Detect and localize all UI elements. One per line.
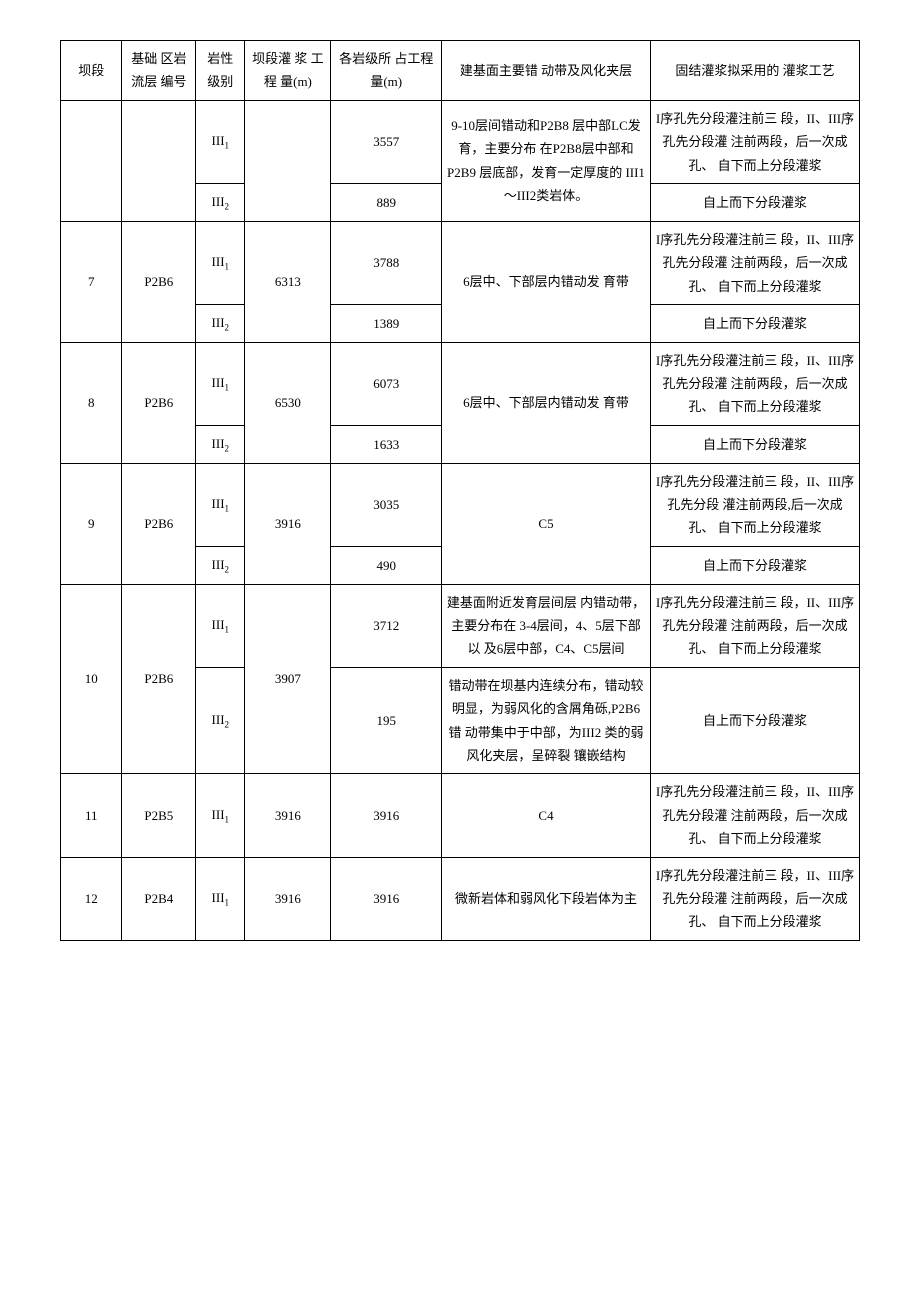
desc-cell: 建基面附近发育层间层 内错动带，主要分布在 3-4层间，4、5层下部以 及6层中… [442, 584, 651, 667]
grade-cell: III2 [196, 304, 245, 342]
total-cell: 3916 [245, 463, 331, 584]
desc-cell: C4 [442, 774, 651, 857]
header-qty: 各岩级所 占工程量(m) [331, 41, 442, 101]
grade-cell: III1 [196, 342, 245, 425]
grade-cell: III2 [196, 667, 245, 774]
segment-cell: 11 [61, 774, 122, 857]
qty-cell: 3712 [331, 584, 442, 667]
proc-cell: 自上而下分段灌浆 [650, 667, 859, 774]
total-cell: 3907 [245, 584, 331, 774]
table-row: 8 P2B6 III1 6530 6073 6层中、下部层内错动发 育带 I序孔… [61, 342, 860, 425]
qty-cell: 889 [331, 183, 442, 221]
segment-cell: 9 [61, 463, 122, 584]
qty-cell: 3916 [331, 857, 442, 940]
proc-cell: 自上而下分段灌浆 [650, 425, 859, 463]
header-proc: 固结灌浆拟采用的 灌浆工艺 [650, 41, 859, 101]
segment-cell: 10 [61, 584, 122, 774]
desc-cell: 6层中、下部层内错动发 育带 [442, 221, 651, 342]
total-cell: 6313 [245, 221, 331, 342]
qty-cell: 1389 [331, 304, 442, 342]
segment-cell: 8 [61, 342, 122, 463]
header-total: 坝段灌 浆 工程 量(m) [245, 41, 331, 101]
proc-cell: I序孔先分段灌注前三 段，II、III序孔先分段灌 注前两段，后一次成孔、 自下… [650, 857, 859, 940]
layer-cell: P2B6 [122, 584, 196, 774]
header-desc: 建基面主要错 动带及风化夹层 [442, 41, 651, 101]
geology-table: 坝段 基础 区岩 流层 编号 岩性 级别 坝段灌 浆 工程 量(m) 各岩级所 … [60, 40, 860, 941]
grade-cell: III1 [196, 100, 245, 183]
table-row: 10 P2B6 III1 3907 3712 建基面附近发育层间层 内错动带，主… [61, 584, 860, 667]
desc-cell: 9-10层间错动和P2B8 层中部LC发育，主要分布 在P2B8层中部和P2B9… [442, 100, 651, 221]
desc-cell: 错动带在坝基内连续分布，错动较明显，为弱风化的含屑角砾,P2B6错 动带集中于中… [442, 667, 651, 774]
desc-cell: 6层中、下部层内错动发 育带 [442, 342, 651, 463]
grade-cell: III1 [196, 774, 245, 857]
qty-cell: 1633 [331, 425, 442, 463]
qty-cell: 3557 [331, 100, 442, 183]
grade-cell: III1 [196, 857, 245, 940]
grade-cell: III1 [196, 221, 245, 304]
table-row: 12 P2B4 III1 3916 3916 微新岩体和弱风化下段岩体为主 I序… [61, 857, 860, 940]
grade-cell: III1 [196, 463, 245, 546]
grade-cell: III1 [196, 584, 245, 667]
segment-cell: 7 [61, 221, 122, 342]
total-cell: 6530 [245, 342, 331, 463]
header-segment: 坝段 [61, 41, 122, 101]
desc-cell: C5 [442, 463, 651, 584]
proc-cell: 自上而下分段灌浆 [650, 546, 859, 584]
table-row: III1 3557 9-10层间错动和P2B8 层中部LC发育，主要分布 在P2… [61, 100, 860, 183]
layer-cell: P2B4 [122, 857, 196, 940]
table-row: 9 P2B6 III1 3916 3035 C5 I序孔先分段灌注前三 段，II… [61, 463, 860, 546]
proc-cell: I序孔先分段灌注前三 段，II、III序孔先分段灌 注前两段，后一次成孔、 自下… [650, 100, 859, 183]
qty-cell: 3788 [331, 221, 442, 304]
total-cell: 3916 [245, 857, 331, 940]
layer-cell: P2B6 [122, 342, 196, 463]
proc-cell: I序孔先分段灌注前三 段，II、III序孔先分段灌 注前两段，后一次成孔、 自下… [650, 774, 859, 857]
table-header-row: 坝段 基础 区岩 流层 编号 岩性 级别 坝段灌 浆 工程 量(m) 各岩级所 … [61, 41, 860, 101]
layer-cell: P2B6 [122, 221, 196, 342]
qty-cell: 3035 [331, 463, 442, 546]
table-row: 11 P2B5 III1 3916 3916 C4 I序孔先分段灌注前三 段，I… [61, 774, 860, 857]
qty-cell: 6073 [331, 342, 442, 425]
layer-cell: P2B5 [122, 774, 196, 857]
proc-cell: 自上而下分段灌浆 [650, 304, 859, 342]
desc-cell: 微新岩体和弱风化下段岩体为主 [442, 857, 651, 940]
header-grade: 岩性 级别 [196, 41, 245, 101]
header-layer: 基础 区岩 流层 编号 [122, 41, 196, 101]
proc-cell: 自上而下分段灌浆 [650, 183, 859, 221]
qty-cell: 490 [331, 546, 442, 584]
proc-cell: I序孔先分段灌注前三 段，II、III序孔先分段灌 注前两段，后一次成孔、 自下… [650, 221, 859, 304]
total-cell: 3916 [245, 774, 331, 857]
proc-cell: I序孔先分段灌注前三 段，II、III序孔先分段灌 注前两段，后一次成孔、 自下… [650, 342, 859, 425]
qty-cell: 3916 [331, 774, 442, 857]
grade-cell: III2 [196, 183, 245, 221]
proc-cell: I序孔先分段灌注前三 段，II、III序孔先分段灌 注前两段，后一次成孔、 自下… [650, 584, 859, 667]
segment-cell: 12 [61, 857, 122, 940]
grade-cell: III2 [196, 425, 245, 463]
grade-cell: III2 [196, 546, 245, 584]
table-row: 7 P2B6 III1 6313 3788 6层中、下部层内错动发 育带 I序孔… [61, 221, 860, 304]
proc-cell: I序孔先分段灌注前三 段，II、III序孔先分段 灌注前两段,后一次成孔、 自下… [650, 463, 859, 546]
layer-cell: P2B6 [122, 463, 196, 584]
qty-cell: 195 [331, 667, 442, 774]
